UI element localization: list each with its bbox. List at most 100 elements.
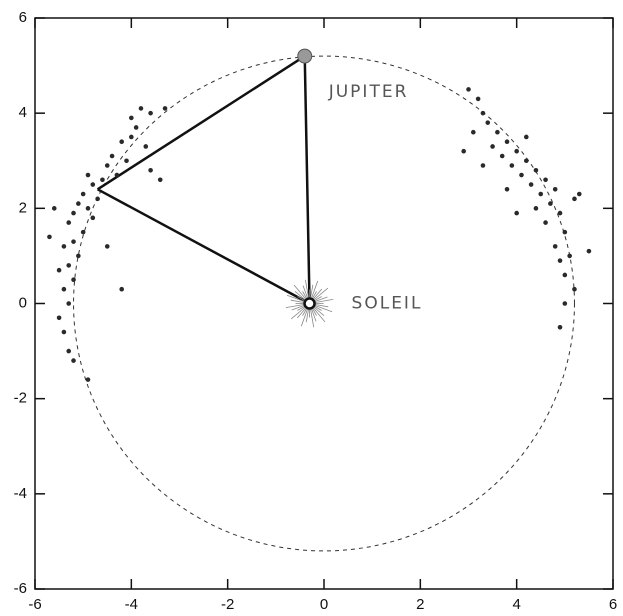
asteroid: [71, 239, 76, 244]
asteroid: [480, 163, 486, 168]
asteroid: [557, 210, 563, 216]
asteroid: [66, 348, 72, 354]
sun-label: SOLEIL: [352, 294, 423, 314]
asteroid: [56, 315, 62, 321]
x-tick-label: -6: [28, 596, 41, 613]
plot-frame: [34, 17, 614, 590]
asteroid: [129, 115, 134, 121]
asteroid: [543, 177, 548, 183]
asteroid: [148, 167, 153, 173]
asteroid: [533, 206, 539, 211]
y-tick-label: -2: [14, 390, 27, 407]
asteroid: [567, 253, 572, 259]
triangle-edge: [303, 56, 311, 304]
asteroid: [80, 229, 86, 235]
asteroid: [562, 272, 568, 278]
triangle-edge: [96, 55, 306, 191]
asteroid: [509, 163, 515, 168]
asteroid: [138, 106, 144, 111]
asteroid: [66, 263, 72, 268]
asteroid: [90, 215, 96, 221]
x-tick-label: 4: [512, 596, 520, 613]
asteroid: [504, 139, 510, 145]
asteroid: [66, 220, 72, 225]
asteroid: [56, 267, 62, 273]
asteroid: [572, 286, 577, 292]
asteroid: [148, 110, 153, 116]
asteroid: [528, 182, 534, 187]
asteroid: [538, 191, 544, 197]
asteroid: [100, 177, 105, 183]
asteroid: [572, 196, 577, 202]
triangle-edge: [97, 188, 311, 305]
asteroid: [80, 191, 86, 197]
asteroid: [461, 148, 466, 154]
asteroid: [61, 244, 67, 249]
asteroid: [504, 187, 510, 192]
asteroid: [162, 106, 168, 111]
y-tick-label: -6: [14, 580, 27, 597]
asteroid: [557, 324, 563, 330]
y-tick-label: 2: [19, 199, 27, 216]
asteroid: [61, 286, 67, 292]
asteroid: [557, 258, 563, 263]
asteroid: [119, 286, 124, 292]
asteroid: [466, 87, 471, 92]
asteroid: [85, 377, 91, 382]
x-tick-label: -4: [125, 596, 138, 613]
asteroid: [552, 244, 558, 249]
asteroid: [90, 182, 96, 187]
asteroid: [524, 134, 529, 140]
asteroid: [586, 248, 592, 254]
asteroid: [104, 244, 110, 249]
asteroid: [109, 153, 115, 159]
asteroid: [129, 134, 134, 140]
asteroid: [51, 206, 57, 211]
asteroid: [514, 148, 519, 154]
asteroid: [114, 172, 120, 178]
asteroid: [471, 129, 476, 135]
asteroid: [95, 196, 100, 202]
asteroid: [104, 163, 110, 168]
asteroid: [85, 206, 91, 211]
asteroid: [157, 177, 163, 183]
asteroid: [66, 301, 72, 306]
asteroid: [499, 153, 505, 159]
asteroid: [562, 301, 568, 306]
x-tick-label: 0: [320, 596, 328, 613]
asteroid: [490, 144, 495, 149]
asteroid: [552, 187, 558, 192]
asteroid: [519, 172, 524, 178]
asteroid: [47, 234, 52, 240]
jupiter: [297, 48, 313, 64]
orbit: [73, 55, 575, 552]
y-tick-label: 0: [19, 294, 27, 311]
x-tick-label: 2: [416, 596, 424, 613]
asteroid: [480, 110, 486, 116]
asteroid: [133, 125, 139, 130]
jupiter-label: JUPITER: [328, 82, 409, 102]
asteroid: [71, 277, 76, 283]
asteroid: [76, 201, 81, 206]
sun: [303, 297, 316, 310]
asteroid: [548, 201, 553, 206]
asteroid: [543, 220, 548, 225]
asteroid: [475, 96, 481, 102]
y-tick-label: 4: [19, 104, 27, 121]
y-tick-label: 6: [19, 9, 27, 26]
asteroid: [85, 172, 91, 178]
y-tick-label: -4: [14, 485, 27, 502]
asteroid: [71, 210, 76, 216]
asteroid: [61, 329, 67, 335]
asteroid: [143, 144, 149, 149]
asteroid: [562, 229, 568, 235]
asteroid: [485, 120, 491, 125]
asteroid: [124, 158, 129, 164]
asteroid: [76, 253, 81, 259]
asteroid: [533, 167, 539, 173]
asteroid: [524, 158, 529, 164]
asteroid: [576, 191, 582, 197]
asteroid: [514, 210, 519, 216]
